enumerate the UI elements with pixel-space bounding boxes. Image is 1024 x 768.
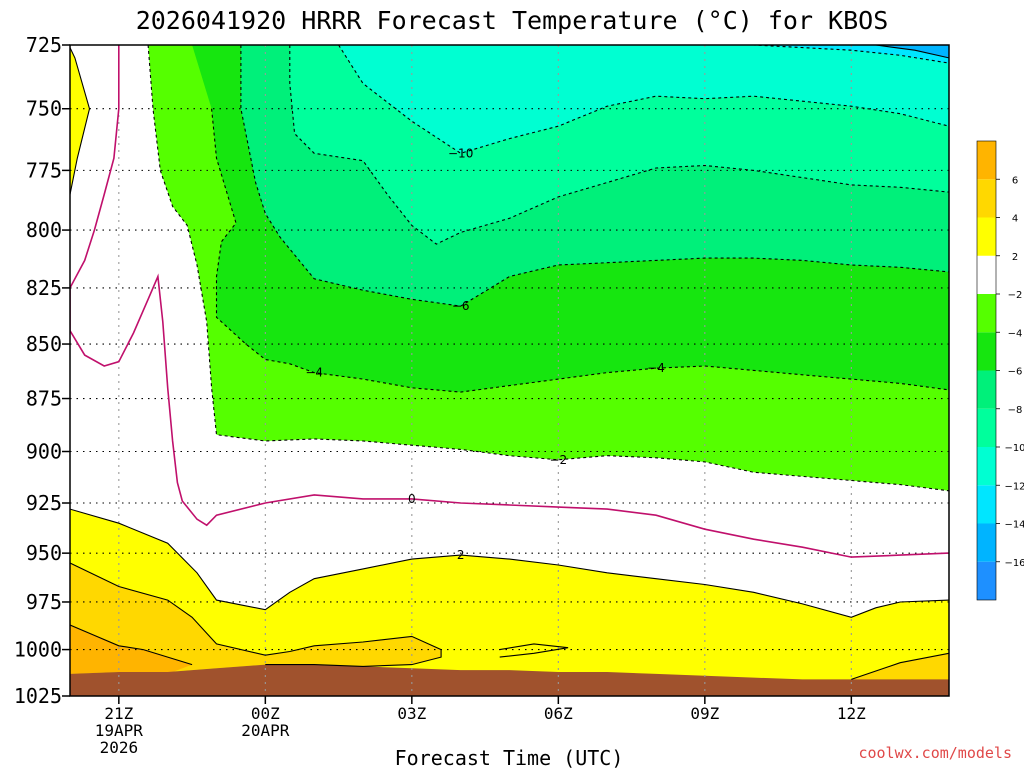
colorbar-bin-9 (977, 217, 996, 256)
colorbar-bin-8 (977, 255, 996, 294)
colorbar-label-4: −8 (1008, 405, 1023, 416)
colorbar-bin-3 (977, 447, 996, 486)
colorbar-label-2: −12 (1004, 481, 1024, 492)
plot-frame (69, 44, 950, 697)
y-tick-label-8: 925 (26, 491, 62, 515)
colorbar-label-9: 4 (1012, 214, 1018, 225)
contour-label-12: −10 (448, 146, 473, 160)
colorbar-bin-6 (977, 332, 996, 371)
temperature-region-8 (70, 509, 949, 696)
contour-line-13 (548, 45, 949, 64)
contour-label-0: 2 (457, 548, 465, 562)
colorbar-label-5: −6 (1008, 367, 1023, 378)
contour-label-6: 0 (408, 492, 416, 506)
ground-layer (70, 664, 949, 696)
colorbar-bin-4 (977, 408, 996, 447)
x-tick-label-3-0: 06Z (544, 704, 573, 723)
x-tick-label-2-0: 03Z (397, 704, 426, 723)
colorbar-bin-11 (977, 141, 996, 180)
x-tick-label-0-1: 19APR (95, 721, 144, 740)
y-tick-label-7: 900 (26, 439, 62, 463)
contour-line-2 (70, 624, 193, 666)
contour-line-1 (70, 562, 442, 667)
y-tick-label-5: 850 (26, 332, 62, 356)
colorbar-label-8: 2 (1012, 252, 1018, 263)
colorbar-label-3: −10 (1004, 443, 1024, 454)
contour-line-5 (70, 47, 91, 195)
chart-title: 2026041920 HRRR Forecast Temperature (°C… (136, 6, 889, 35)
contour-line-6 (70, 45, 949, 558)
y-tick-label-10: 975 (26, 590, 62, 614)
x-axis-label: Forecast Time (UTC) (395, 746, 624, 768)
contour-label-10: −6 (452, 299, 470, 313)
y-axis: 725 750 775 800 825 850 875 900 925 950 975 1000 102… (14, 33, 70, 708)
x-tick-label-5-0: 12Z (837, 704, 866, 723)
y-tick-label-9: 950 (26, 541, 62, 565)
contour-label-9: −4 (647, 361, 665, 375)
colorbar-label-6: −4 (1008, 328, 1023, 339)
contour-line-0 (70, 508, 949, 618)
contour-line-14 (656, 45, 949, 59)
y-tick-label-12: 1025 (14, 684, 62, 708)
colorbar-label-0: −16 (1004, 558, 1024, 569)
colorbar-bin-1 (977, 523, 996, 562)
contour-line-11 (289, 45, 949, 245)
temperature-region-10 (70, 563, 442, 674)
contour-labels: 2 0 −2 −4 −4 −6 −10 (305, 146, 665, 562)
y-tick-label-11: 1000 (14, 638, 62, 662)
plot-fills (70, 45, 949, 696)
colorbar-bin-2 (977, 485, 996, 524)
x-tick-label-4-0: 09Z (690, 704, 719, 723)
colorbar-bin-5 (977, 370, 996, 409)
temperature-region-7 (656, 45, 949, 58)
colorbar: −16 −14 −12 −10 −8 −6 −4 −2 2 4 6 (976, 140, 1024, 601)
y-tick-label-6: 875 (26, 387, 62, 411)
y-tick-label-2: 775 (26, 158, 62, 182)
ground-surface (70, 664, 949, 696)
x-tick-label-0-0: 21Z (104, 704, 133, 723)
colorbar-label-10: 6 (1012, 175, 1018, 186)
contour-line-7 (147, 45, 949, 492)
y-tick-label-0: 725 (26, 33, 62, 57)
contour-line-4 (499, 643, 569, 658)
contour-lines (70, 45, 949, 680)
y-tick-label-1: 750 (26, 97, 62, 121)
colorbar-bin-0 (977, 561, 996, 600)
colorbar-label-1: −14 (1004, 520, 1024, 531)
credit-text: coolwx.com/models (858, 744, 1012, 762)
y-tick-label-3: 800 (26, 218, 62, 242)
temperature-region-9 (70, 47, 90, 195)
contour-label-8: −4 (305, 366, 323, 380)
x-tick-label-1-0: 00Z (251, 704, 280, 723)
contour-label-7: −2 (549, 453, 567, 467)
temperature-region-5 (338, 45, 949, 154)
contour-line-8 (211, 108, 949, 393)
y-tick-label-4: 825 (26, 276, 62, 300)
contour-line-12 (338, 45, 949, 154)
colorbar-label-7: −2 (1008, 290, 1023, 301)
contour-line-3 (851, 652, 949, 680)
colorbar-bin-7 (977, 294, 996, 333)
x-tick-label-0-2: 2026 (100, 738, 139, 757)
colorbar-bin-10 (977, 179, 996, 218)
temperature-region-11 (70, 625, 193, 674)
x-tick-label-1-1: 20APR (241, 721, 290, 740)
